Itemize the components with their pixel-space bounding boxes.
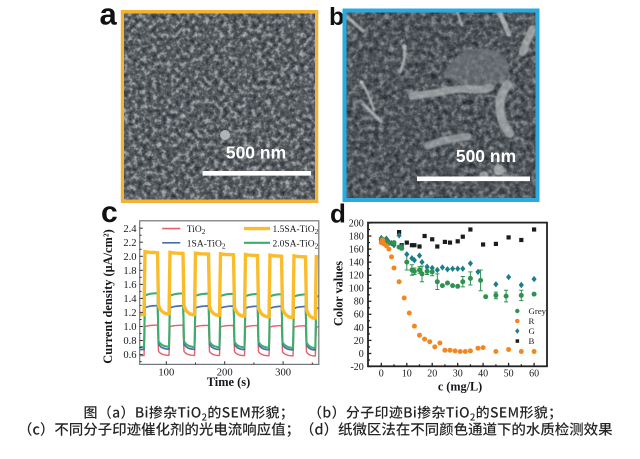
svg-text:200: 200 [217, 368, 233, 379]
svg-text:a: a [100, 0, 118, 32]
svg-text:c: c [101, 196, 118, 229]
svg-text:B: B [529, 336, 535, 346]
svg-text:300: 300 [275, 368, 291, 379]
svg-text:180: 180 [349, 231, 364, 242]
svg-text:20: 20 [427, 369, 437, 380]
svg-text:G: G [529, 326, 536, 336]
svg-text:1.6: 1.6 [123, 280, 136, 291]
svg-text:Grey: Grey [529, 306, 547, 316]
svg-text:1.0: 1.0 [123, 322, 136, 333]
svg-text:1.8: 1.8 [123, 266, 136, 277]
svg-text:Current density (μA/cm²): Current density (μA/cm²) [101, 229, 115, 363]
svg-text:60: 60 [354, 310, 364, 321]
svg-text:d: d [330, 199, 346, 229]
svg-text:2.2: 2.2 [123, 238, 136, 249]
svg-text:0.8: 0.8 [123, 336, 136, 347]
svg-text:140: 140 [349, 258, 364, 269]
svg-text:60: 60 [529, 369, 539, 380]
svg-text:1.2: 1.2 [123, 308, 136, 319]
svg-text:1SA-TiO2: 1SA-TiO2 [187, 239, 226, 250]
svg-text:-20: -20 [350, 362, 363, 373]
svg-text:R: R [529, 316, 535, 326]
svg-text:160: 160 [349, 245, 364, 256]
svg-text:0: 0 [379, 369, 384, 380]
svg-text:10: 10 [402, 369, 412, 380]
svg-text:20: 20 [354, 336, 364, 347]
svg-text:100: 100 [349, 284, 364, 295]
svg-text:b: b [329, 3, 344, 31]
svg-text:120: 120 [349, 271, 364, 282]
svg-text:1.4: 1.4 [123, 294, 137, 305]
svg-text:c (mg/L): c (mg/L) [438, 380, 482, 394]
svg-text:0: 0 [359, 349, 364, 360]
svg-text:80: 80 [354, 297, 364, 308]
svg-text:2.4: 2.4 [123, 224, 137, 235]
svg-text:40: 40 [354, 323, 364, 334]
svg-text:2.0: 2.0 [123, 252, 136, 263]
svg-text:200: 200 [349, 218, 364, 229]
svg-text:Time (s): Time (s) [207, 375, 250, 389]
svg-text:40: 40 [478, 369, 488, 380]
svg-text:0.6: 0.6 [123, 350, 136, 361]
svg-text:30: 30 [453, 369, 463, 380]
svg-text:Color values: Color values [332, 261, 346, 326]
svg-text:100: 100 [158, 368, 174, 379]
svg-text:TiO2: TiO2 [187, 225, 206, 236]
svg-text:500 nm: 500 nm [456, 146, 516, 166]
svg-text:500 nm: 500 nm [226, 143, 286, 163]
svg-text:1.5SA-TiO2: 1.5SA-TiO2 [273, 225, 319, 236]
svg-text:2.0SA-TiO2: 2.0SA-TiO2 [273, 239, 319, 250]
svg-text:50: 50 [504, 369, 514, 380]
